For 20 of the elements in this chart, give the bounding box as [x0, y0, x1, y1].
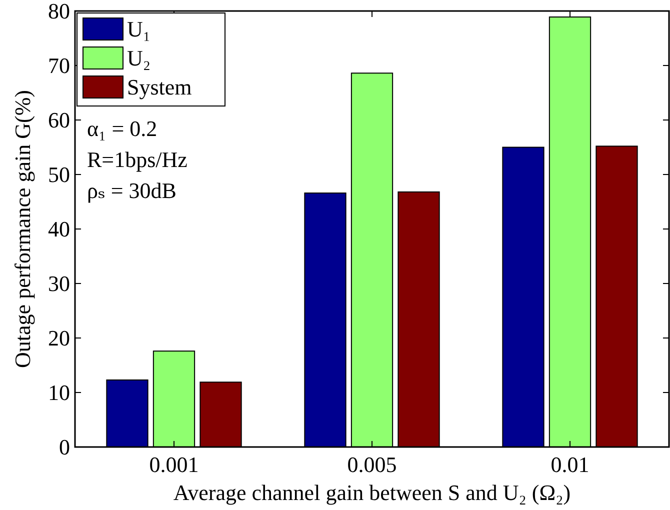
x-tick-label: 0.001 — [149, 452, 199, 477]
x-tick-label: 0.01 — [550, 452, 590, 477]
y-axis-title: Outage performance gain G(%) — [10, 90, 35, 368]
x-axis-title: Average channel gain between S and U₂ (Ω₂) — [173, 480, 571, 505]
legend-label: U₂ — [127, 46, 151, 71]
y-tick-label: 10 — [48, 380, 70, 406]
legend-label: System — [127, 74, 192, 100]
y-tick-label: 30 — [48, 271, 70, 296]
y-tick-label: 0 — [59, 434, 70, 460]
y-tick-label: 60 — [48, 108, 70, 133]
annotation: ρₛ = 30dB — [87, 178, 176, 203]
annotation: α₁ = 0.2 — [87, 116, 158, 141]
y-tick-label: 20 — [48, 326, 70, 351]
y-tick-label: 70 — [48, 53, 70, 78]
y-tick-label: 50 — [48, 162, 70, 188]
x-tick-label: 0.005 — [347, 452, 397, 477]
annotation: R=1bps/Hz — [87, 147, 188, 172]
legend-label: U₁ — [127, 16, 151, 42]
y-tick-label: 80 — [48, 0, 70, 24]
y-tick-label: 40 — [48, 216, 70, 242]
